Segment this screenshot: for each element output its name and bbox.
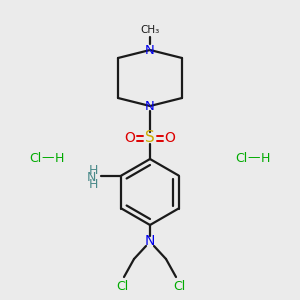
Text: Cl: Cl — [235, 152, 247, 164]
Text: S: S — [145, 130, 155, 146]
Text: N: N — [145, 44, 155, 56]
Text: H: H — [54, 152, 64, 164]
Text: O: O — [124, 131, 135, 145]
Text: —: — — [248, 152, 260, 164]
Text: H: H — [260, 152, 270, 164]
Text: O: O — [165, 131, 176, 145]
Text: H: H — [89, 164, 98, 177]
Text: H: H — [89, 178, 98, 191]
Text: Cl: Cl — [116, 280, 128, 292]
Text: N: N — [87, 171, 96, 184]
Text: CH₃: CH₃ — [140, 25, 160, 35]
Text: N: N — [145, 234, 155, 248]
Text: —: — — [42, 152, 54, 164]
Text: Cl: Cl — [29, 152, 41, 164]
Text: Cl: Cl — [173, 280, 185, 292]
Text: N: N — [145, 100, 155, 112]
